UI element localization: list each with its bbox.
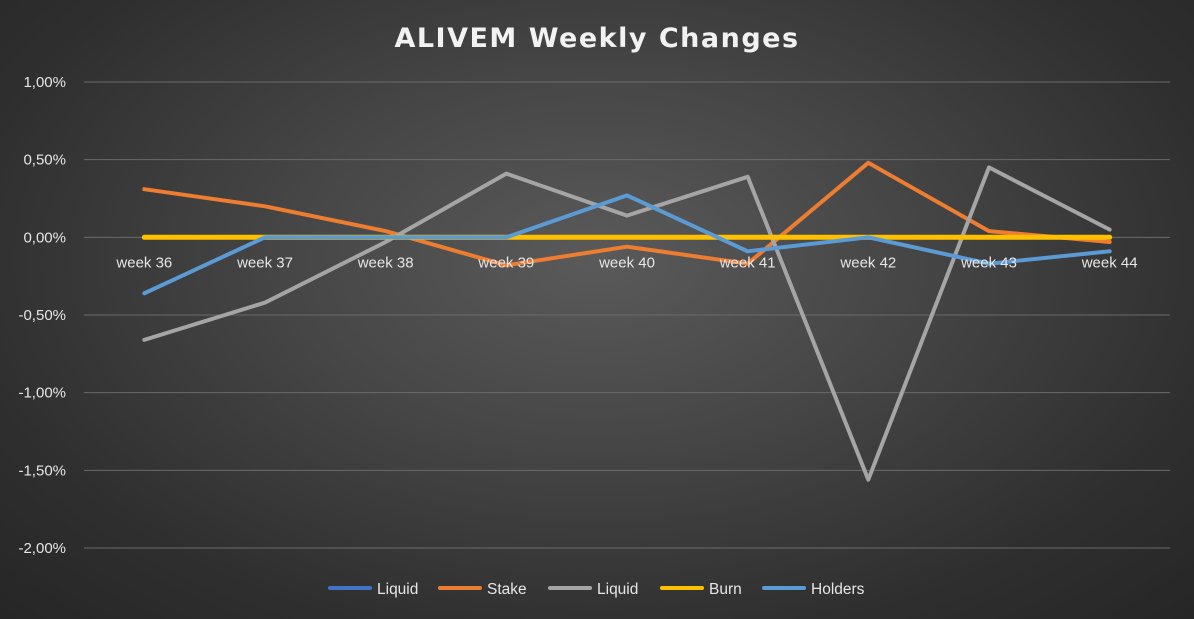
x-axis-ticks: week 36 week 37 week 38 week 39 week 40 week … <box>115 254 1137 271</box>
legend-label: Liquid <box>597 581 638 598</box>
gridlines <box>84 81 1170 549</box>
x-tick-label: week 38 <box>357 254 414 271</box>
legend-label: Holders <box>811 581 865 598</box>
series-line-2-liquid <box>142 165 1112 482</box>
y-tick-label: -1,00% <box>18 385 66 402</box>
x-tick-label: week 44 <box>1081 254 1138 271</box>
y-tick-label: 0,50% <box>23 152 66 169</box>
x-tick-label: week 42 <box>839 254 896 271</box>
y-tick-label: 1,00% <box>23 74 66 91</box>
x-tick-label: week 37 <box>236 254 293 271</box>
legend-label: Stake <box>487 581 527 598</box>
y-axis-ticks: 1,00% 0,50% 0,00% -0,50% -1,00% -1,50% -2,00% <box>18 74 66 557</box>
legend-label: Liquid <box>377 581 418 598</box>
legend-label: Burn <box>709 581 742 598</box>
series-line-1-stake <box>142 160 1112 268</box>
x-tick-label: week 43 <box>960 254 1017 271</box>
y-tick-label: -2,00% <box>18 540 66 557</box>
x-tick-label: week 39 <box>477 254 534 271</box>
legend: Liquid Stake Liquid Burn Holders <box>328 581 865 598</box>
series-line-4-holders <box>142 193 1112 296</box>
series-lines <box>141 160 1113 482</box>
x-tick-label: week 40 <box>598 254 655 271</box>
y-tick-label: 0,00% <box>23 229 66 246</box>
chart-title: ALIVEM Weekly Changes <box>394 23 799 54</box>
x-tick-label: week 36 <box>115 254 172 271</box>
y-tick-label: -0,50% <box>18 307 66 324</box>
x-tick-label: week 41 <box>719 254 776 271</box>
y-tick-label: -1,50% <box>18 462 66 479</box>
